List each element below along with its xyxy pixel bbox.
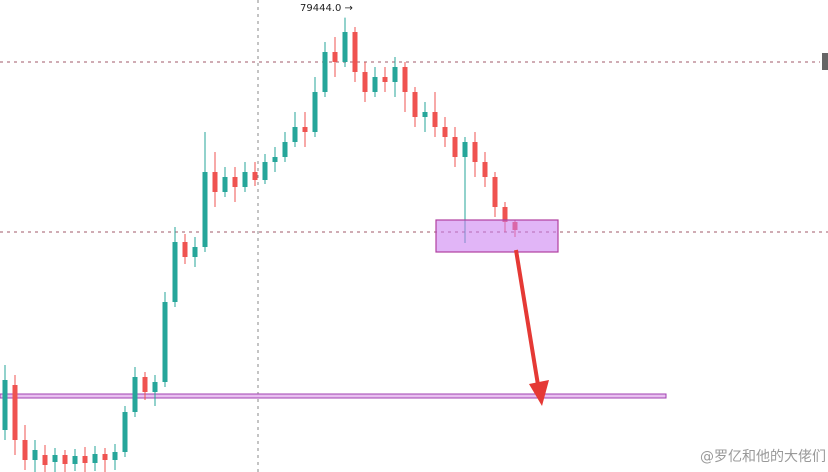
candle-body [222, 177, 228, 192]
candle-body [72, 456, 78, 464]
candle-body [242, 172, 248, 187]
candle-body [332, 52, 338, 62]
candle-body [192, 247, 198, 257]
candle-body [62, 455, 68, 464]
candle-body [362, 72, 368, 92]
candle-body [22, 440, 28, 460]
candle-body [262, 162, 268, 180]
candle-body [92, 454, 98, 463]
candle-body [422, 112, 428, 117]
candle-body [12, 385, 18, 440]
candle-body [122, 412, 128, 452]
candle-body [202, 172, 208, 247]
candle-body [282, 142, 288, 157]
candle-body [32, 450, 38, 460]
candle-body [142, 377, 148, 392]
candle-body [42, 455, 48, 465]
candle-body [172, 242, 178, 302]
candle-body [232, 177, 238, 187]
candle-body [292, 127, 298, 142]
candle-body [382, 77, 388, 82]
axis-marker [822, 53, 828, 70]
zone-box [435, 219, 559, 253]
arrow-head [529, 380, 549, 406]
candle-body [322, 52, 328, 92]
candle-body [2, 380, 8, 430]
candle-body [162, 302, 168, 382]
candle-body [472, 142, 478, 162]
watermark: @罗亿和他的大佬们 [700, 449, 826, 465]
candle-body [102, 454, 108, 460]
candle-body [452, 137, 458, 157]
arrow-shaft [514, 249, 540, 386]
candle-body [402, 67, 408, 92]
candle-body [432, 112, 438, 127]
candle-body [392, 67, 398, 82]
candle-body [272, 157, 278, 162]
candle-body [252, 172, 258, 180]
support-band [0, 393, 667, 399]
candle-body [82, 456, 88, 463]
candle-body [182, 242, 188, 257]
candle-body [312, 92, 318, 132]
candle-body [462, 142, 468, 157]
candles [2, 17, 518, 472]
candle-body [482, 162, 488, 177]
candle-body [302, 127, 308, 132]
candle-body [492, 177, 498, 207]
candle-body [112, 452, 118, 460]
peak-label: 79444.0 → [300, 3, 353, 14]
candle-body [132, 377, 138, 412]
candle-body [352, 32, 358, 72]
candle-body [502, 207, 508, 222]
candle-body [212, 172, 218, 192]
candle-body [412, 92, 418, 117]
candle-body [152, 382, 158, 392]
candle-body [52, 455, 58, 462]
candle-body [442, 127, 448, 137]
candle-body [372, 77, 378, 92]
candle-body [342, 32, 348, 62]
